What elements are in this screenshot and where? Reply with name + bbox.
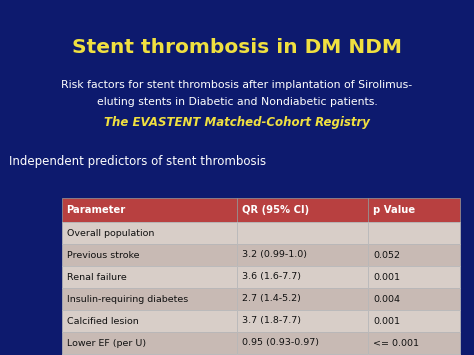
Text: Calcified lesion: Calcified lesion — [67, 317, 138, 326]
Bar — [237, 354, 368, 355]
Text: Independent predictors of stent thrombosis: Independent predictors of stent thrombos… — [9, 155, 266, 168]
Bar — [368, 354, 460, 355]
Text: Stent thrombosis in DM NDM: Stent thrombosis in DM NDM — [72, 38, 402, 57]
Text: 3.6 (1.6-7.7): 3.6 (1.6-7.7) — [242, 273, 301, 282]
Text: Risk factors for stent thrombosis after implantation of Sirolimus-: Risk factors for stent thrombosis after … — [62, 80, 412, 90]
Bar — [62, 332, 237, 354]
Text: eluting stents in Diabetic and Nondiabetic patients.: eluting stents in Diabetic and Nondiabet… — [97, 97, 377, 107]
Text: 3.7 (1.8-7.7): 3.7 (1.8-7.7) — [242, 317, 301, 326]
Text: Previous stroke: Previous stroke — [67, 251, 139, 260]
Bar — [368, 288, 460, 310]
Bar — [62, 266, 237, 288]
Bar — [237, 266, 368, 288]
Text: 3.2 (0.99-1.0): 3.2 (0.99-1.0) — [242, 251, 307, 260]
Text: QR (95% CI): QR (95% CI) — [242, 205, 309, 215]
Text: Renal failure: Renal failure — [67, 273, 127, 282]
Text: p Value: p Value — [373, 205, 415, 215]
Text: Parameter: Parameter — [67, 205, 126, 215]
Text: 0.001: 0.001 — [373, 273, 400, 282]
Text: 0.052: 0.052 — [373, 251, 400, 260]
Bar — [237, 222, 368, 244]
Text: <= 0.001: <= 0.001 — [373, 339, 419, 348]
Text: Insulin-requiring diabetes: Insulin-requiring diabetes — [67, 295, 188, 304]
Bar — [62, 288, 237, 310]
Text: 2.7 (1.4-5.2): 2.7 (1.4-5.2) — [242, 295, 301, 304]
Text: 0.004: 0.004 — [373, 295, 400, 304]
Text: 0.95 (0.93-0.97): 0.95 (0.93-0.97) — [242, 339, 319, 348]
Bar — [368, 222, 460, 244]
Bar — [368, 332, 460, 354]
Text: Overall population: Overall population — [67, 229, 154, 237]
Bar — [368, 266, 460, 288]
Bar — [237, 310, 368, 332]
Bar — [62, 310, 237, 332]
Bar — [237, 288, 368, 310]
Bar — [62, 198, 237, 222]
Bar — [237, 244, 368, 266]
Text: The EVASTENT Matched-Cohort Registry: The EVASTENT Matched-Cohort Registry — [104, 116, 370, 129]
Text: 0.001: 0.001 — [373, 317, 400, 326]
Bar — [368, 244, 460, 266]
Bar — [368, 198, 460, 222]
Bar — [237, 332, 368, 354]
Bar — [237, 198, 368, 222]
Bar — [62, 244, 237, 266]
Bar — [62, 222, 237, 244]
Text: Lower EF (per U): Lower EF (per U) — [67, 339, 146, 348]
Bar — [62, 354, 237, 355]
Bar — [368, 310, 460, 332]
